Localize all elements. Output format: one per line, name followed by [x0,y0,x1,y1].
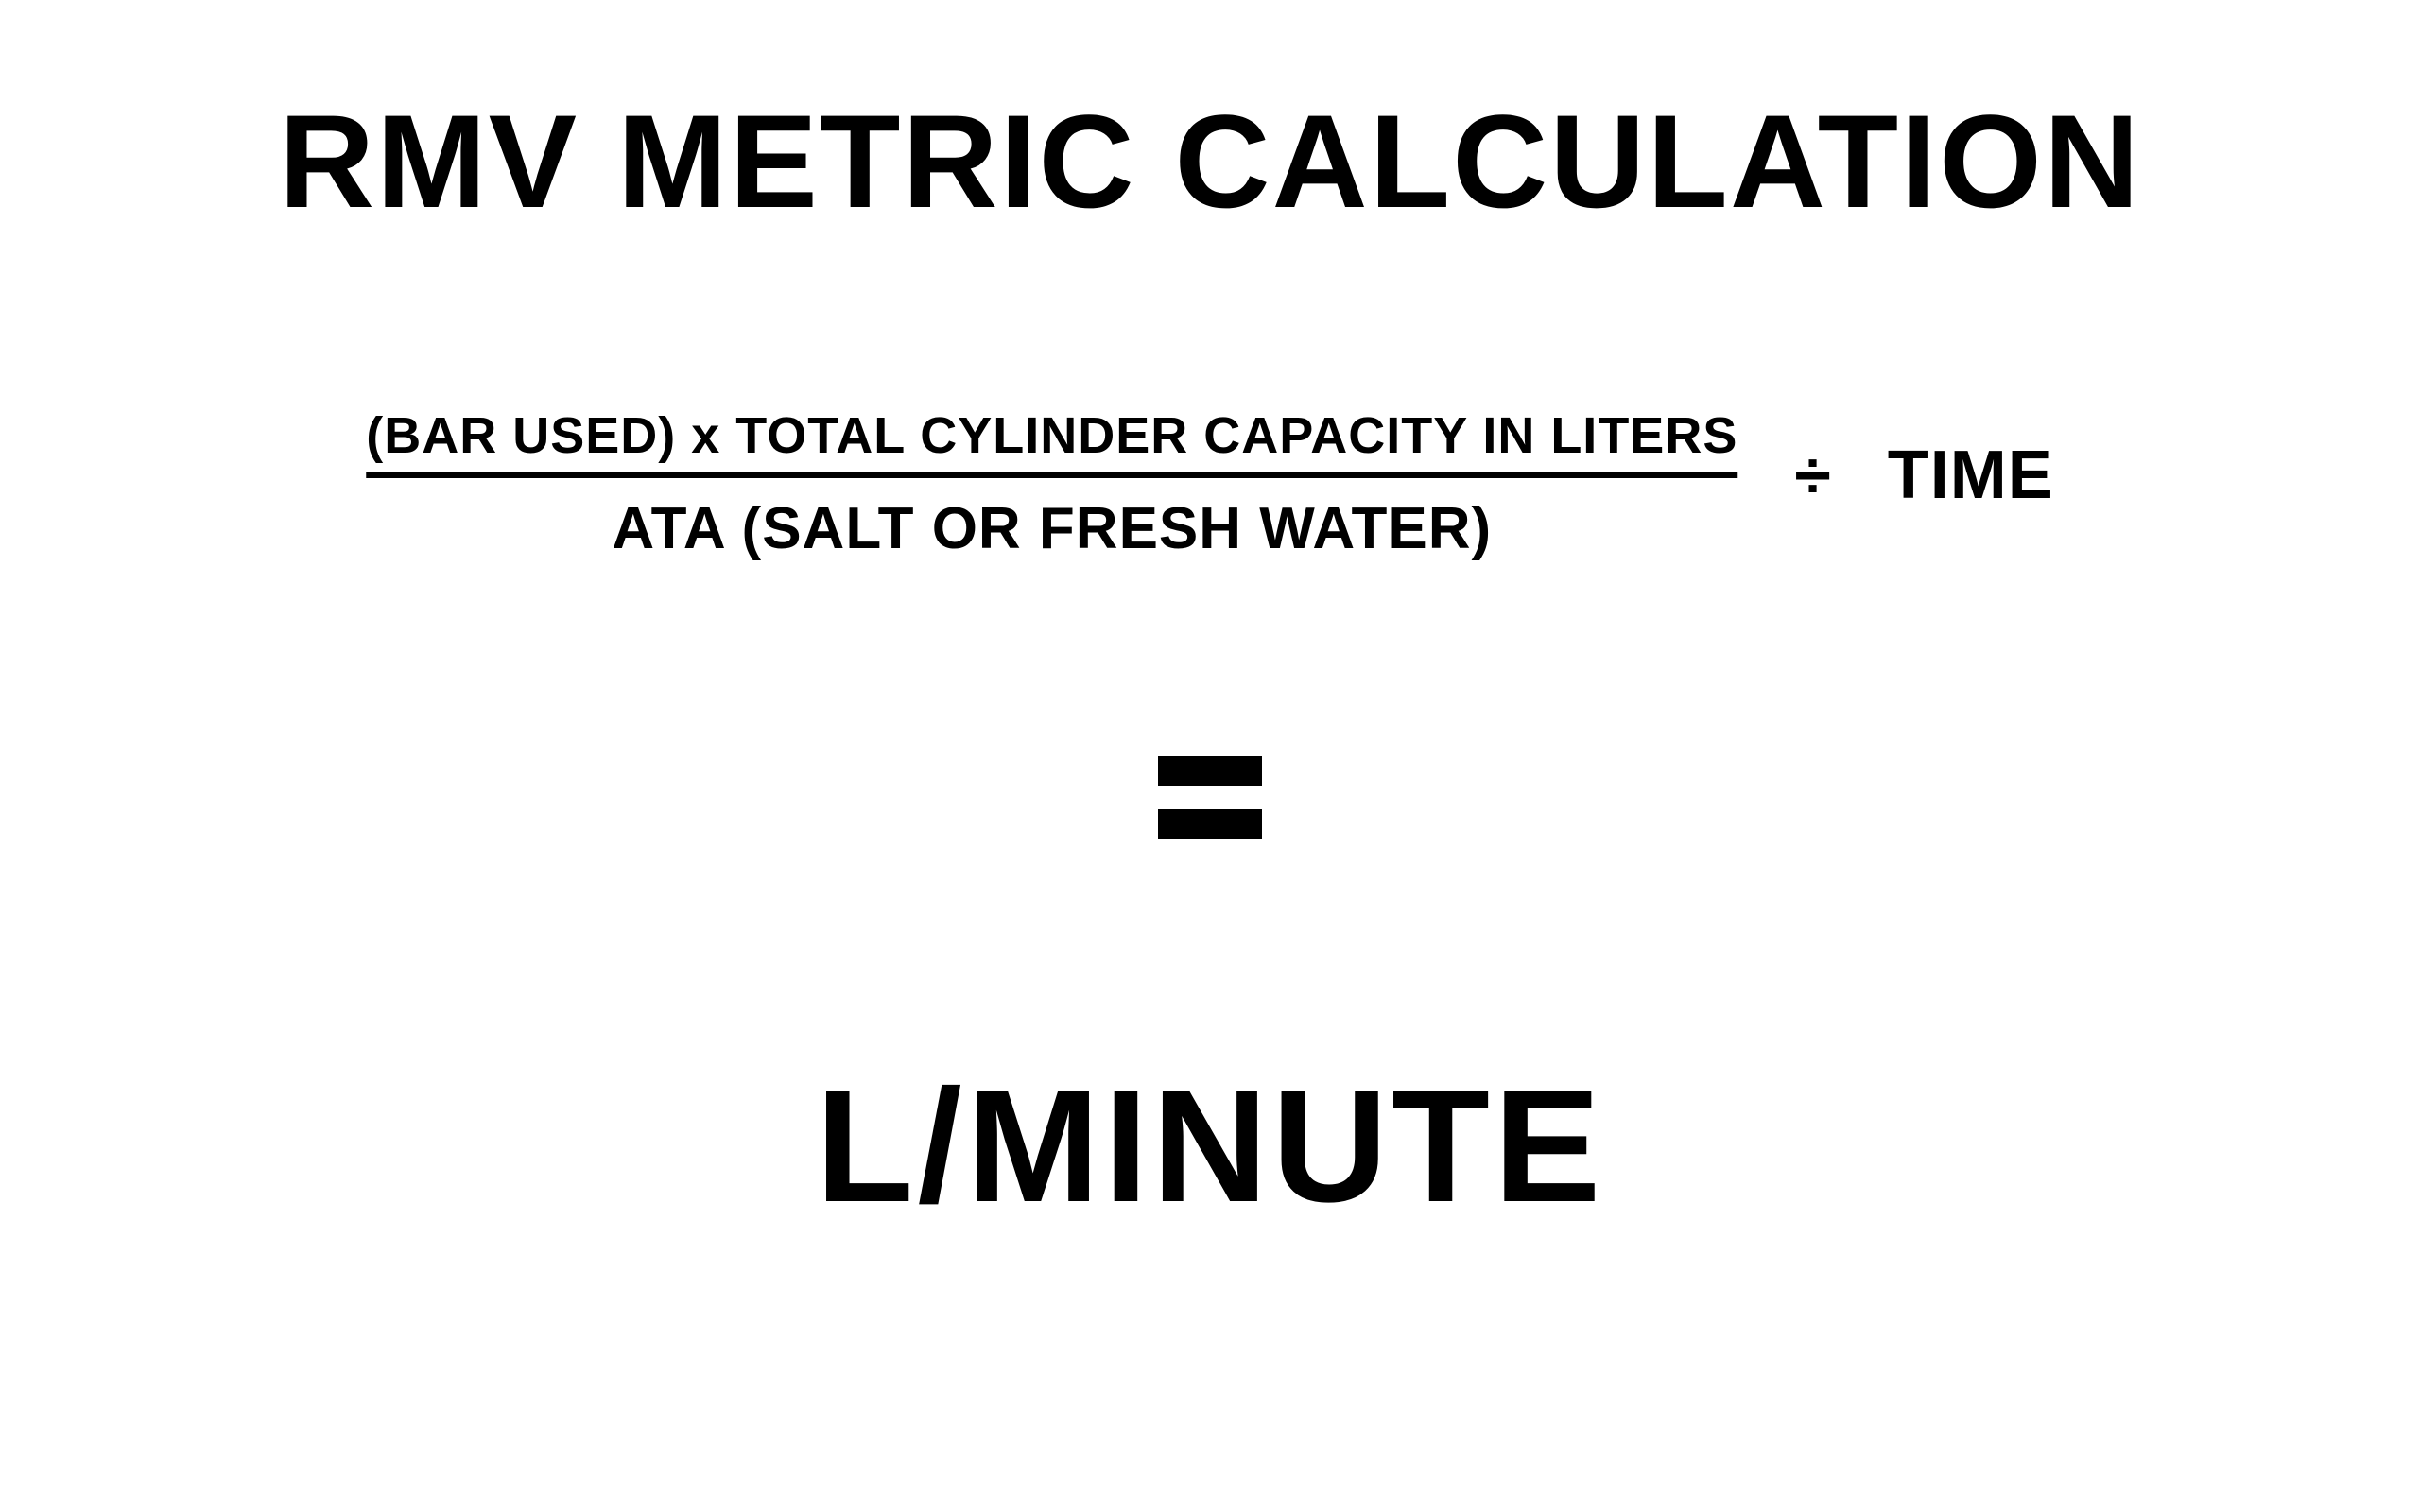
formula-denominator: ATA (SALT OR FRESH WATER) [612,478,1492,562]
formula-title: RMV METRIC CALCULATION [279,85,2141,238]
formula-result: L/MINUTE [816,1054,1605,1239]
equals-symbol [1158,756,1262,839]
formula-expression: (BAR USED) x TOTAL CYLINDER CAPACITY IN … [366,406,2054,562]
formula-numerator: (BAR USED) x TOTAL CYLINDER CAPACITY IN … [366,406,1737,472]
divide-symbol: ÷ [1794,438,1830,513]
equals-bar-top [1158,756,1262,786]
time-label: TIME [1888,437,2054,514]
formula-fraction: (BAR USED) x TOTAL CYLINDER CAPACITY IN … [366,406,1737,562]
equals-bar-bottom [1158,809,1262,839]
